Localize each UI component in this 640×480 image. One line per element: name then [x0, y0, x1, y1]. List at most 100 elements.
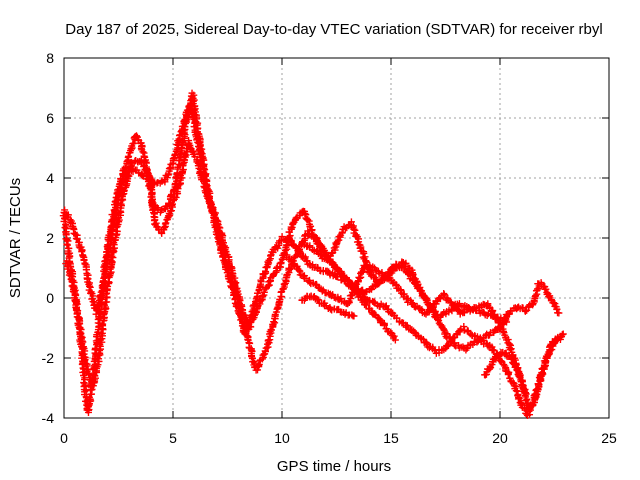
y-tick-labels: -4 -2 0 2 4 6 8 [42, 50, 55, 426]
y-tick-label: 0 [46, 290, 54, 306]
data-point [180, 117, 188, 125]
data-point [108, 225, 116, 233]
data-point [238, 302, 246, 310]
x-tick-label: 10 [274, 430, 290, 446]
data-point [429, 307, 437, 315]
data-point [162, 219, 170, 227]
data-point [509, 379, 517, 387]
data-point [139, 148, 147, 156]
y-tick-label: 4 [46, 170, 54, 186]
data-point [91, 344, 99, 352]
data-point [532, 292, 540, 300]
data-point [260, 288, 268, 296]
data-point [535, 381, 543, 389]
data-point [470, 304, 478, 312]
series-track-3 [62, 137, 567, 419]
data-point [542, 358, 550, 366]
data-point [243, 332, 251, 340]
data-point [125, 152, 133, 160]
x-tick-label: 20 [492, 430, 508, 446]
y-tick-label: -4 [42, 410, 55, 426]
data-point [301, 210, 309, 218]
data-point [96, 347, 104, 355]
x-tick-labels: 0 5 10 15 20 25 [60, 430, 617, 446]
data-point [350, 286, 358, 294]
x-tick-label: 0 [60, 430, 68, 446]
data-point [308, 227, 316, 235]
data-point [382, 302, 390, 310]
data-point [356, 274, 364, 282]
data-point [550, 299, 558, 307]
data-point [259, 351, 267, 359]
data-point [277, 258, 285, 266]
data-point [97, 291, 105, 299]
data-point [286, 265, 294, 273]
data-point [279, 285, 287, 293]
data-point [108, 252, 116, 260]
data-point [233, 288, 241, 296]
data-point [387, 308, 395, 316]
series-track-6 [298, 292, 358, 320]
data-point [403, 322, 411, 330]
data-point [73, 309, 81, 317]
data-point [542, 285, 550, 293]
data-point [84, 369, 92, 377]
y-axis-label: SDTVAR / TECUs [7, 178, 24, 298]
data-point [64, 241, 72, 249]
data-point [508, 355, 516, 363]
data-point [317, 251, 325, 259]
data-point [522, 390, 530, 398]
data-point [213, 216, 221, 224]
data-point [176, 131, 184, 139]
data-point [204, 194, 212, 202]
data-point [557, 333, 565, 341]
x-axis-label: GPS time / hours [277, 458, 391, 475]
data-point [80, 256, 88, 264]
data-point [425, 344, 433, 352]
data-point [97, 330, 105, 338]
data-point [306, 278, 314, 286]
data-point [158, 229, 166, 237]
data-point [304, 216, 312, 224]
series-track-7 [481, 348, 530, 398]
data-point [350, 312, 358, 320]
data-point [257, 297, 265, 305]
grid [64, 58, 609, 418]
data-point [521, 307, 529, 315]
data-point [259, 293, 267, 301]
data-point [549, 340, 557, 348]
data-point [341, 310, 349, 318]
data-point [181, 115, 189, 123]
x-tick-label: 15 [383, 430, 399, 446]
data-point [362, 257, 370, 265]
y-tick-label: -2 [42, 350, 55, 366]
x-tick-label: 5 [169, 430, 177, 446]
data-point [132, 132, 140, 140]
data-point [516, 372, 524, 380]
data-point [72, 235, 80, 242]
data-point [193, 158, 201, 166]
data-point [106, 235, 114, 243]
data-point [555, 309, 563, 317]
data-point [504, 371, 512, 379]
data-point [270, 318, 278, 326]
data-point [434, 315, 442, 323]
data-point [312, 233, 320, 241]
data-point [190, 96, 198, 104]
data-point [146, 184, 154, 192]
data-point [380, 321, 388, 329]
data-point [358, 268, 366, 276]
y-tick-label: 8 [46, 50, 54, 66]
data-point [425, 301, 433, 309]
data-point [511, 363, 519, 371]
data-point [325, 268, 333, 276]
data-point [189, 114, 197, 122]
data-point [137, 158, 145, 166]
data-points [59, 89, 567, 419]
data-point [446, 334, 454, 342]
data-point [515, 395, 523, 403]
data-point [161, 223, 169, 231]
data-point [104, 251, 112, 259]
